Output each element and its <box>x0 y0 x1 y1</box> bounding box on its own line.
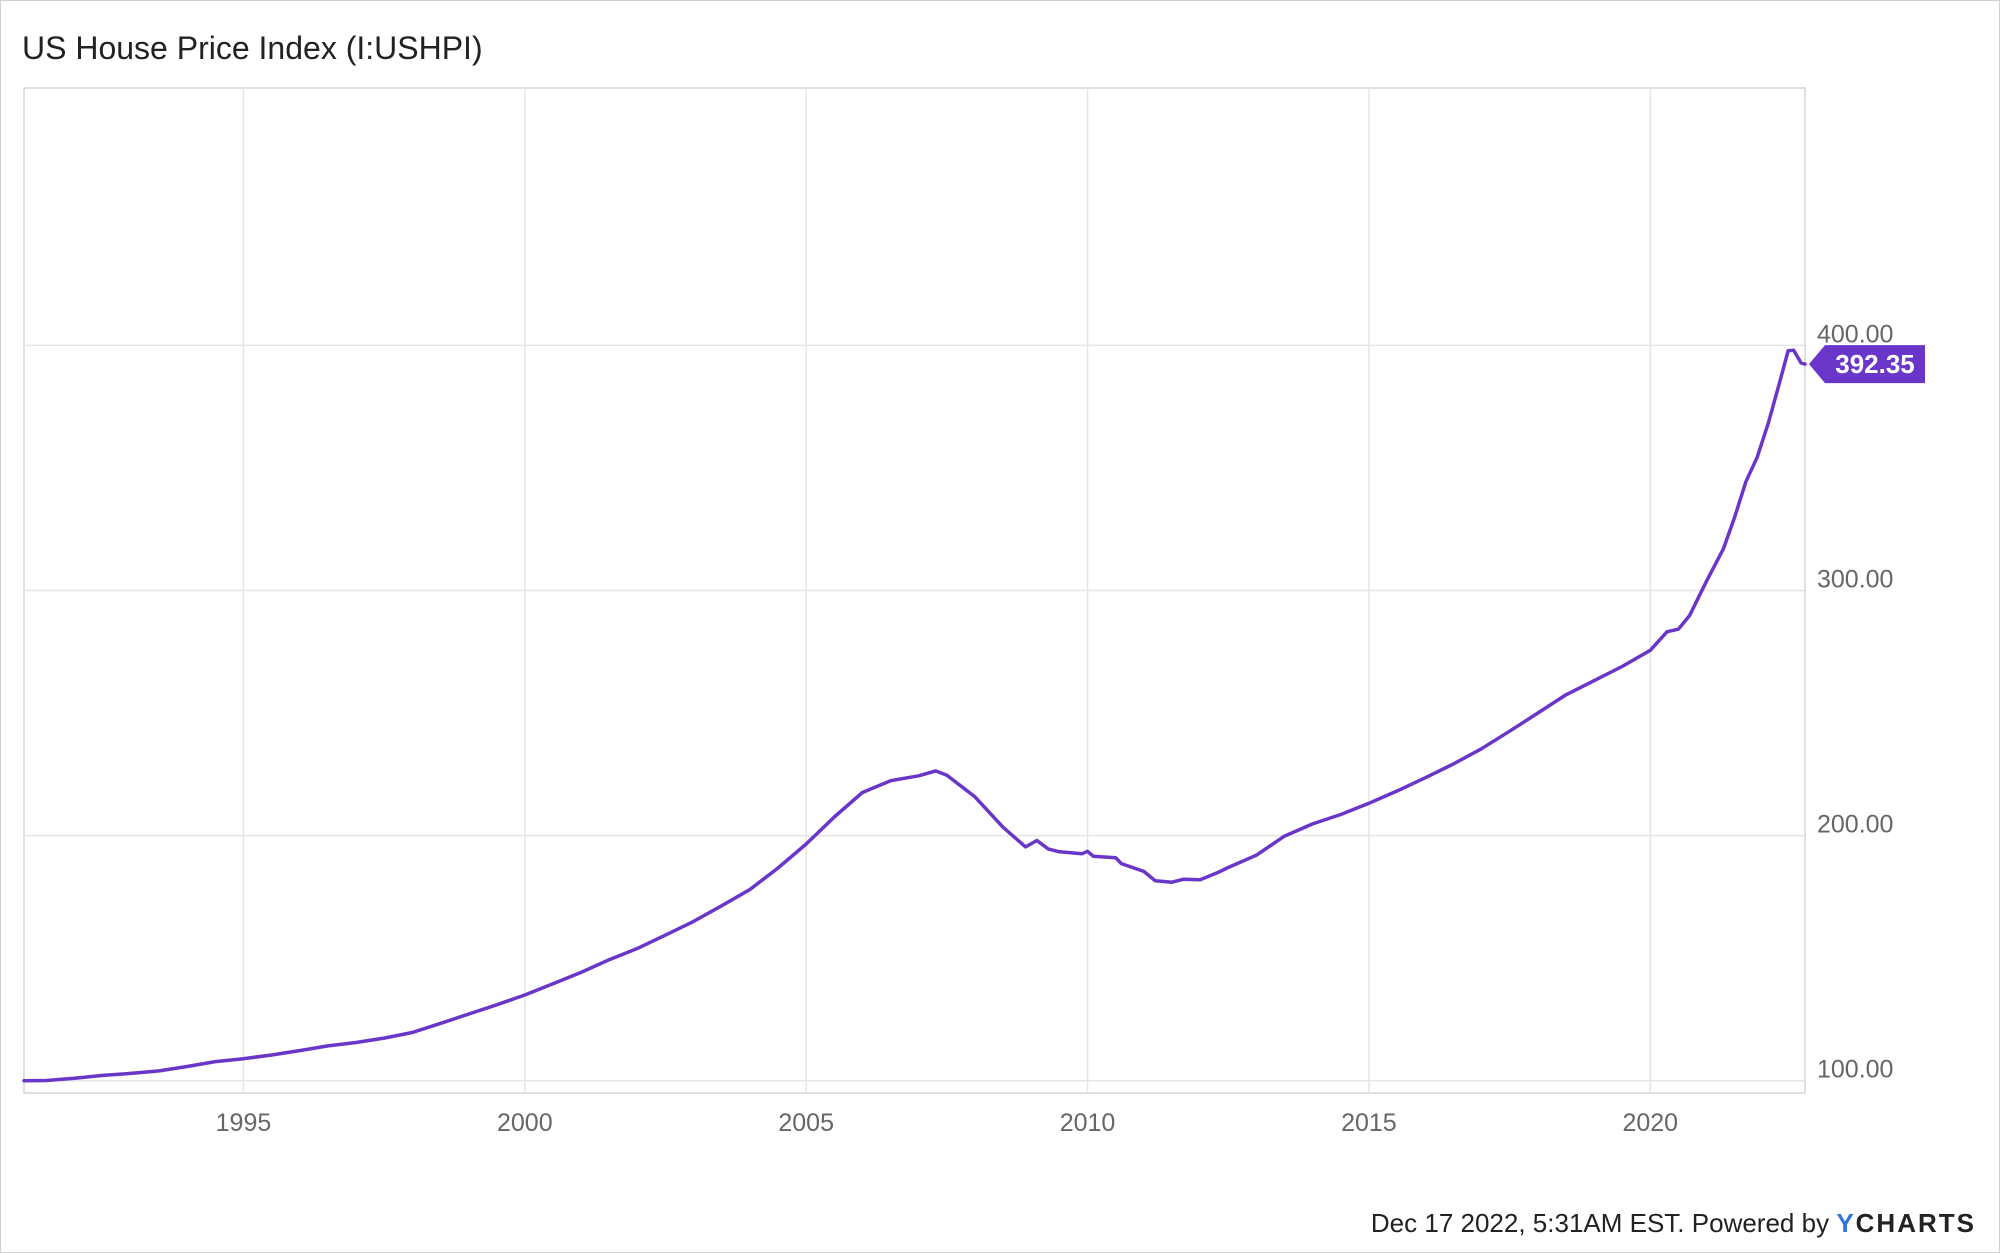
y-tick-label-100.00: 100.00 <box>1817 1056 1893 1084</box>
last-value-flag <box>1809 345 1925 384</box>
x-tick-label-2000: 2000 <box>497 1109 553 1137</box>
y-tick-label-400.00: 400.00 <box>1817 320 1893 348</box>
ycharts-logo-y[interactable]: Y <box>1836 1208 1856 1238</box>
ycharts-logo-text[interactable]: CHARTS <box>1855 1208 1976 1238</box>
y-tick-label-200.00: 200.00 <box>1817 811 1893 839</box>
x-axis-ticks: 1995 2000 2005 2010 2015 2020 <box>216 1109 1678 1137</box>
x-tick-label-2010: 2010 <box>1060 1109 1116 1137</box>
x-tick-label-2005: 2005 <box>778 1109 834 1137</box>
last-value-marker: 392.35 <box>1809 345 1925 384</box>
y-tick-label-300.00: 300.00 <box>1817 566 1893 594</box>
grid-lines <box>24 88 1805 1093</box>
series-line-0 <box>22 348 1807 1083</box>
x-tick-label-2015: 2015 <box>1341 1109 1397 1137</box>
last-value-label: 392.35 <box>1835 349 1915 379</box>
powered-by-text: Powered by <box>1691 1208 1830 1238</box>
x-tick-label-1995: 1995 <box>216 1109 272 1137</box>
y-axis-ticks: 100.00 200.00 300.00 400.00 <box>1817 320 1893 1083</box>
chart-title: US House Price Index (I:USHPI) <box>22 30 483 66</box>
series-lines <box>22 348 1807 1083</box>
footer-attribution: Dec 17 2022, 5:31AM EST. Powered by YCHA… <box>1371 1208 1976 1239</box>
timestamp-text: Dec 17 2022, 5:31AM EST. <box>1370 1208 1685 1238</box>
x-tick-label-2020: 2020 <box>1622 1109 1678 1137</box>
